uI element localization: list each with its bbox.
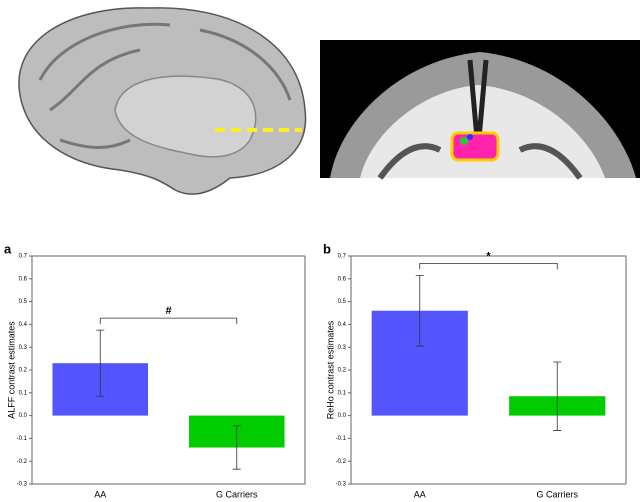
y-tick-label: 0.5 [19,299,28,305]
brain-coronal-image [320,40,640,180]
y-tick-label: 0.7 [19,254,28,260]
y-tick-label: 0.4 [338,322,347,328]
y-tick-label: -0.2 [17,459,28,465]
significance-bracket [99,317,238,325]
y-axis-label: ALFF contrast estimates [6,321,16,419]
brain-medial-image [18,7,307,195]
y-tick-label: 0.3 [19,345,28,351]
x-tick-label: G Carriers [216,489,258,499]
y-tick-label: -0.2 [336,459,347,465]
significance-bracket [419,262,558,270]
y-axis-label: ReHo contrast estimates [325,320,335,419]
significance-marker: # [165,305,171,317]
y-tick-label: 0.5 [338,299,347,305]
error-bar [96,329,105,397]
y-tick-label: -0.1 [17,436,28,442]
error-bar [415,274,424,347]
y-tick-label: 0.3 [338,345,347,351]
significance-marker: * [486,250,491,262]
y-tick-label: 0.6 [19,276,28,282]
error-bar [553,361,562,431]
panel-label: b [323,241,331,256]
y-tick-label: 0.2 [338,368,347,374]
y-tick-label: 0.2 [19,368,28,374]
error-bar [232,425,241,470]
y-tick-label: 0.7 [338,254,347,260]
y-tick-label: 0.6 [338,276,347,282]
x-tick-label: AA [414,489,426,499]
y-tick-label: 0.1 [19,390,28,396]
x-tick-label: G Carriers [536,489,578,499]
x-tick-label: AA [94,489,106,499]
y-tick-label: 0.1 [338,390,347,396]
y-tick-label: 0.4 [19,322,28,328]
y-tick-label: -0.3 [17,482,28,488]
panel-label: a [4,241,12,256]
y-tick-label: -0.1 [336,436,347,442]
y-tick-label: -0.3 [336,482,347,488]
y-tick-label: 0.0 [338,413,347,419]
y-tick-label: 0.0 [19,413,28,419]
